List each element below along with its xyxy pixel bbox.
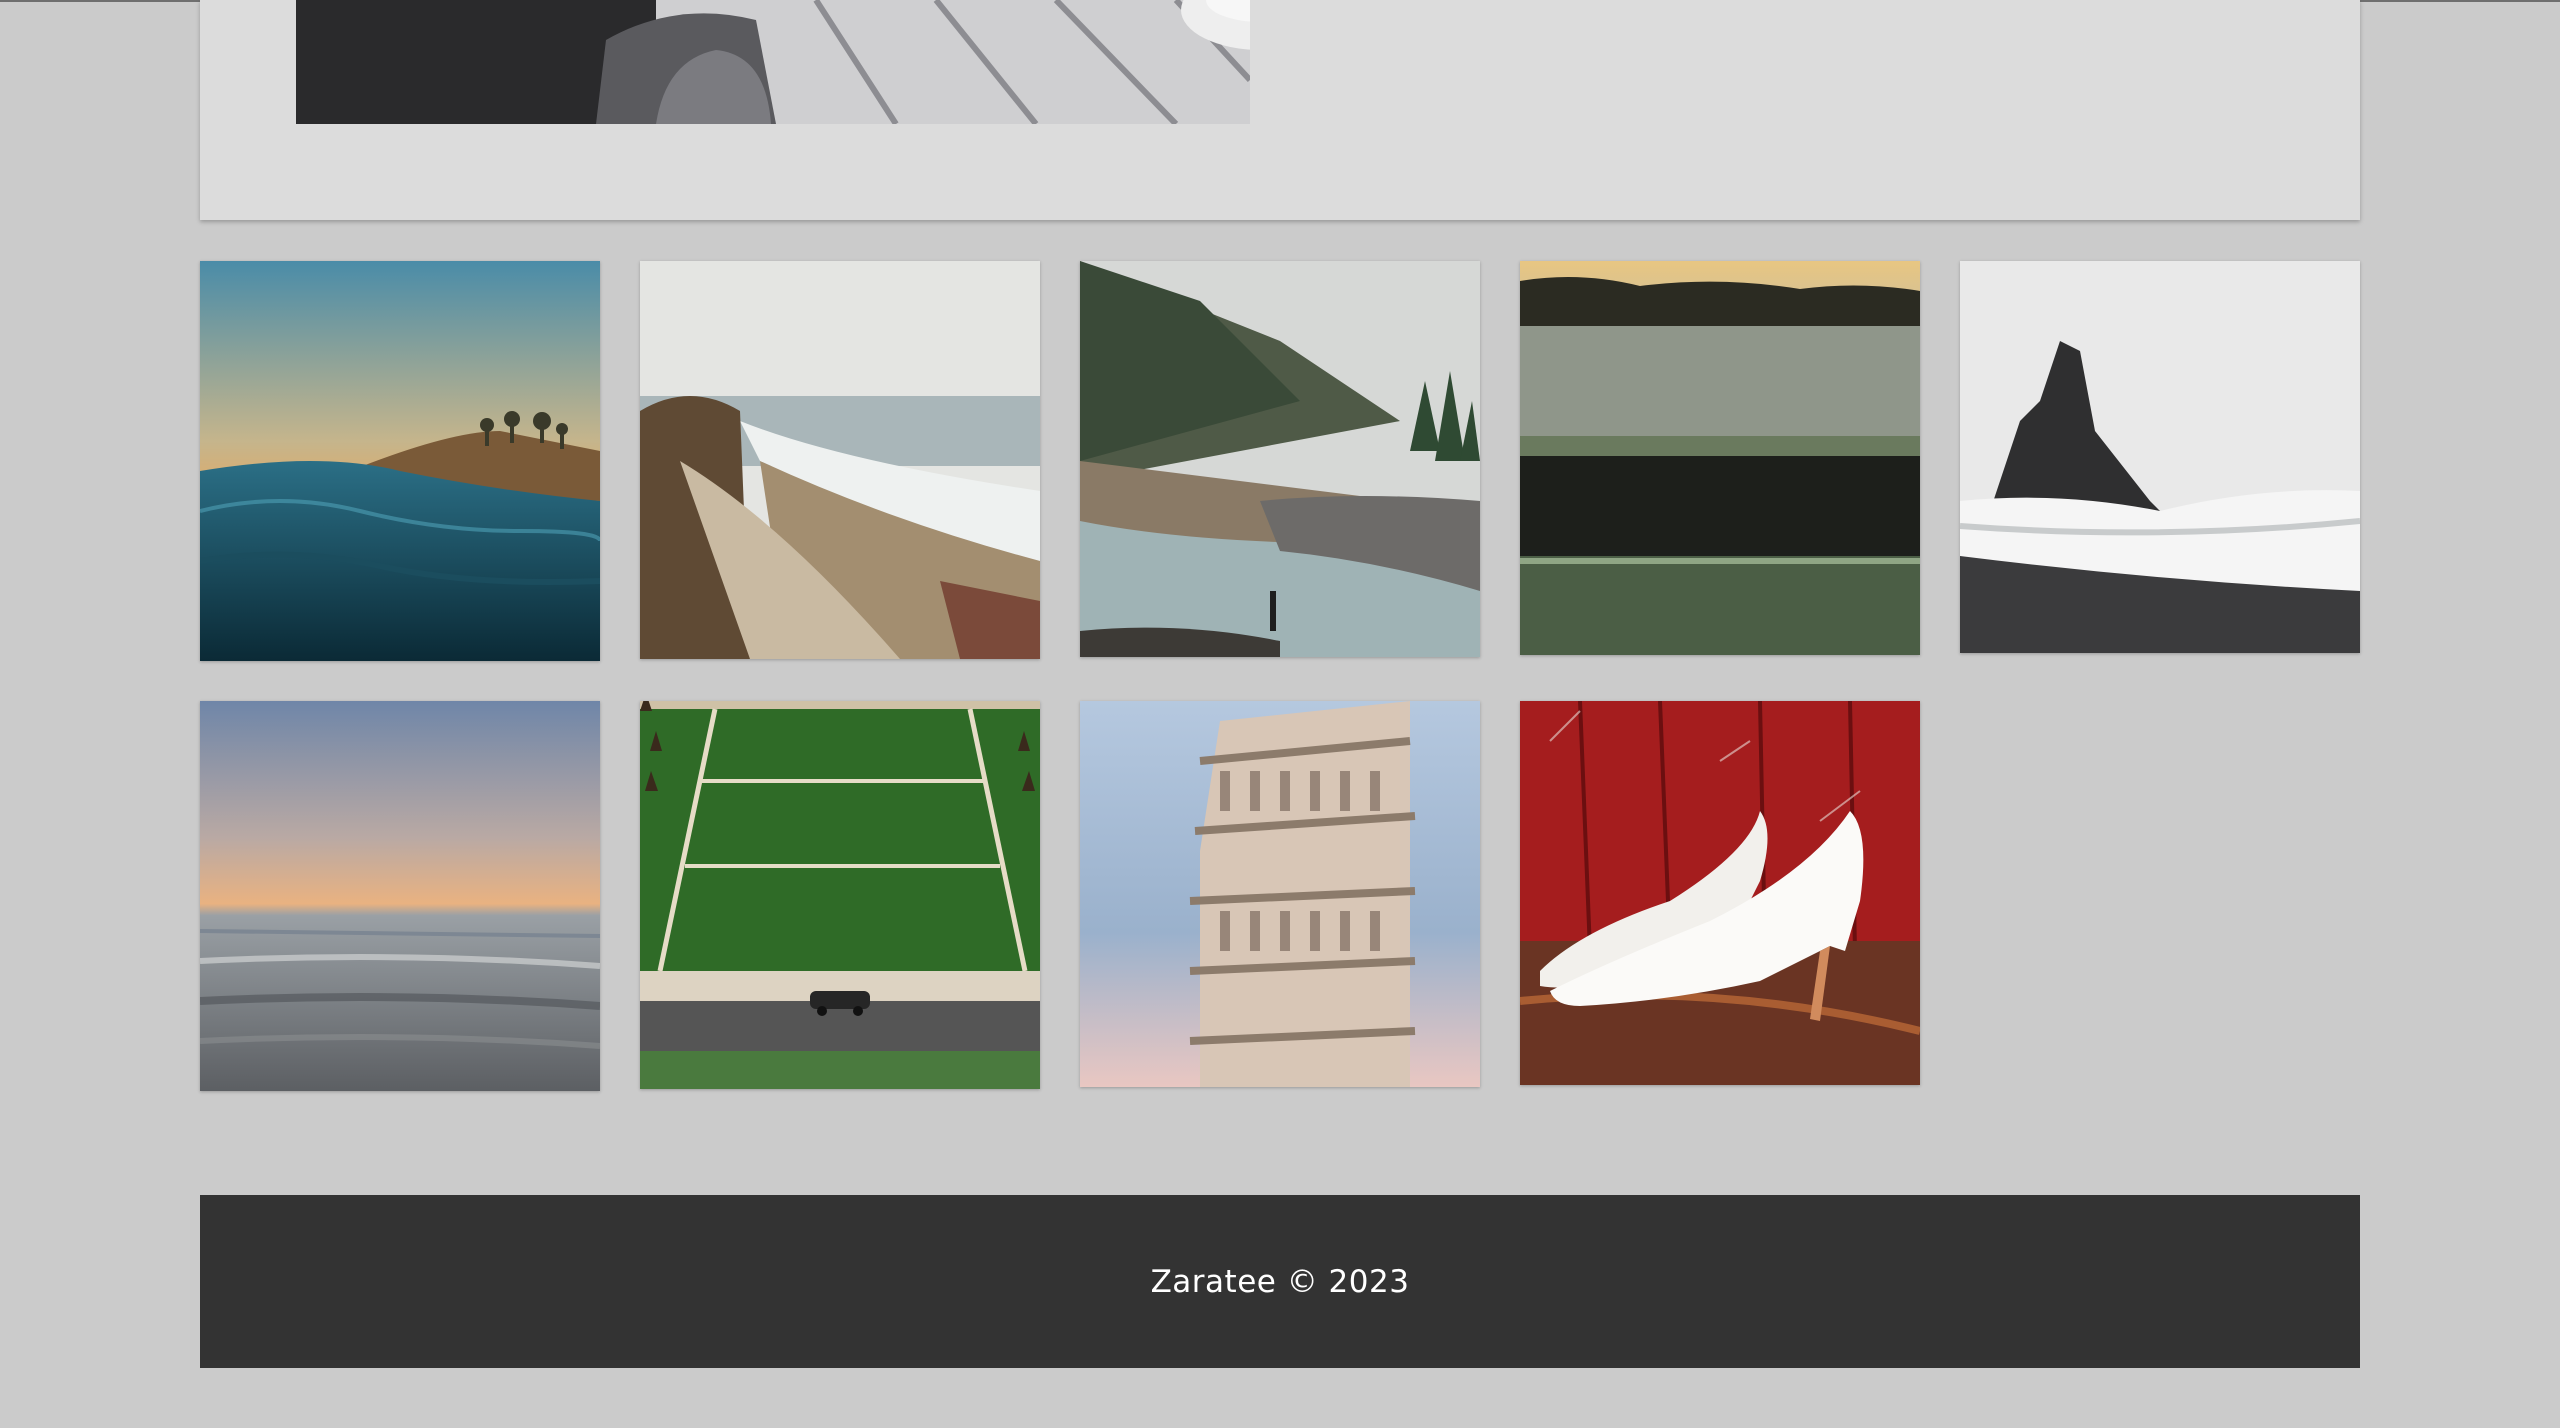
coastal-cliff-photo [640, 261, 1040, 659]
gallery-item[interactable] [1960, 261, 2360, 653]
gallery-item[interactable] [640, 261, 1040, 659]
sea-stack-beach-photo [1960, 261, 2360, 653]
calm-sea-horizon-photo [200, 701, 600, 1091]
gallery-item[interactable] [200, 261, 600, 661]
gallery-item[interactable] [1520, 261, 1920, 655]
white-heels-red-wall-photo [1520, 701, 1920, 1085]
coffee-table-photo [296, 0, 1250, 124]
leaning-tower-photo [1080, 701, 1480, 1087]
frosty-field-photo [1520, 261, 1920, 655]
misty-river-valley-photo [1080, 261, 1480, 657]
gallery-item[interactable] [640, 701, 1040, 1089]
ocean-wave-sunset-photo [200, 261, 600, 661]
footer-copyright: Zaratee © 2023 [1150, 1263, 1410, 1300]
green-lawn-terraces-photo [640, 701, 1040, 1089]
gallery-item[interactable] [1520, 701, 1920, 1085]
gallery-item[interactable] [1080, 701, 1480, 1087]
hero-image[interactable] [296, 0, 1250, 124]
gallery-item[interactable] [1080, 261, 1480, 657]
site-footer: Zaratee © 2023 [200, 1195, 2360, 1368]
post-card [200, 0, 2360, 220]
gallery-item[interactable] [200, 701, 600, 1091]
